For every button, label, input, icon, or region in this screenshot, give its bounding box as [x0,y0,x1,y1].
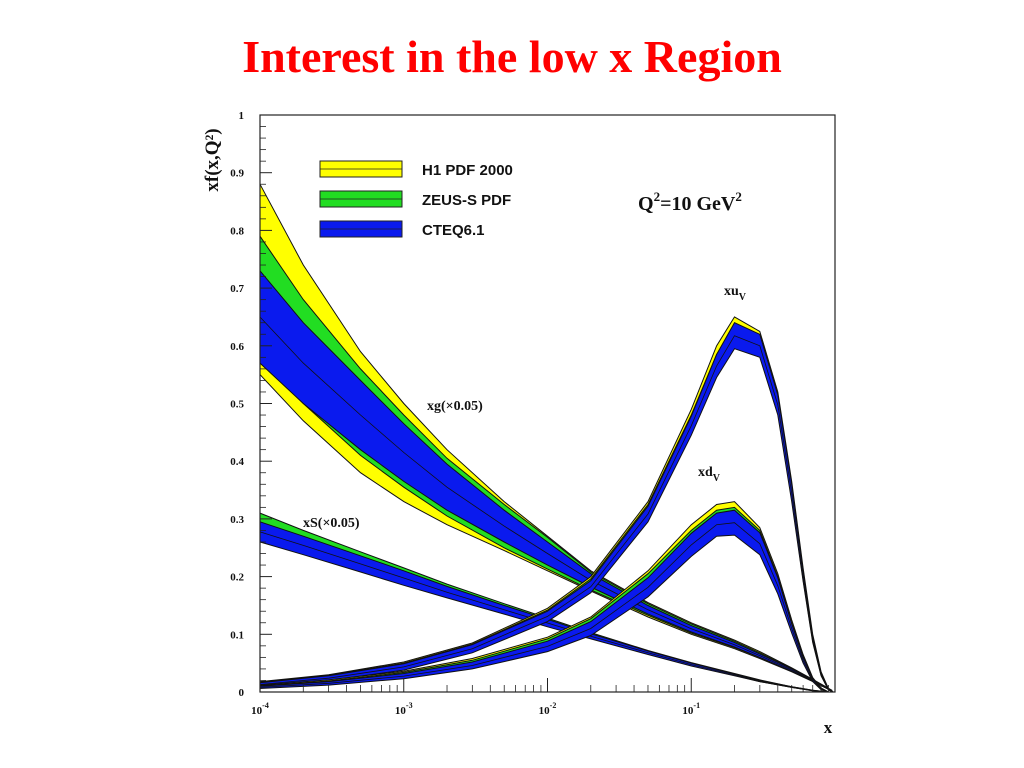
legend-label-h1: H1 PDF 2000 [422,162,513,179]
legend-label-zeus: ZEUS-S PDF [422,192,511,209]
y-tick-label: 0.3 [230,514,244,526]
x-tick-label: 10-4 [251,701,269,717]
axes: 0 0.1 0.2 0.3 0.4 0.5 0.6 0.7 0.8 0.9 1 10-4 10-3 10-… [230,110,829,717]
x-tick-label: 10-3 [395,701,413,717]
x-tick-label: 10-2 [539,701,557,717]
x-tick-label: 10-1 [682,701,700,717]
y-tick-label: 0.4 [230,456,244,468]
central-line-xu-v [259,335,834,693]
y-axis-label: xf(x,Q²) [202,128,223,191]
y-tick-label: 0.6 [230,341,244,353]
y-tick-label: 0.7 [230,283,244,295]
pdf-bands [259,183,834,693]
x-axis-label: x [824,718,833,737]
y-tick-label: 1 [239,110,245,122]
y-tick-label: 0.8 [230,225,244,237]
y-tick-label: 0.5 [230,399,244,411]
curve-label-xuv: xuV [724,284,747,303]
legend: H1 PDF 2000 ZEUS-S PDF CTEQ6.1 [319,160,513,239]
slide-title: Interest in the low x Region [242,31,782,82]
curve-label-xdv: xdV [698,465,721,484]
q2-annotation: Q2=10 GeV2 [638,189,742,215]
y-tick-label: 0.1 [230,629,244,641]
central-line-xs-0-05 [259,531,829,693]
curve-label-xs: xS(×0.05) [303,516,360,531]
legend-label-cteq: CTEQ6.1 [422,222,485,239]
y-tick-label: 0.9 [230,168,244,180]
curve-label-xg: xg(×0.05) [427,399,483,414]
y-tick-label: 0 [239,687,245,699]
y-tick-label: 0.2 [230,572,244,584]
central-line-xd-v [259,522,829,693]
